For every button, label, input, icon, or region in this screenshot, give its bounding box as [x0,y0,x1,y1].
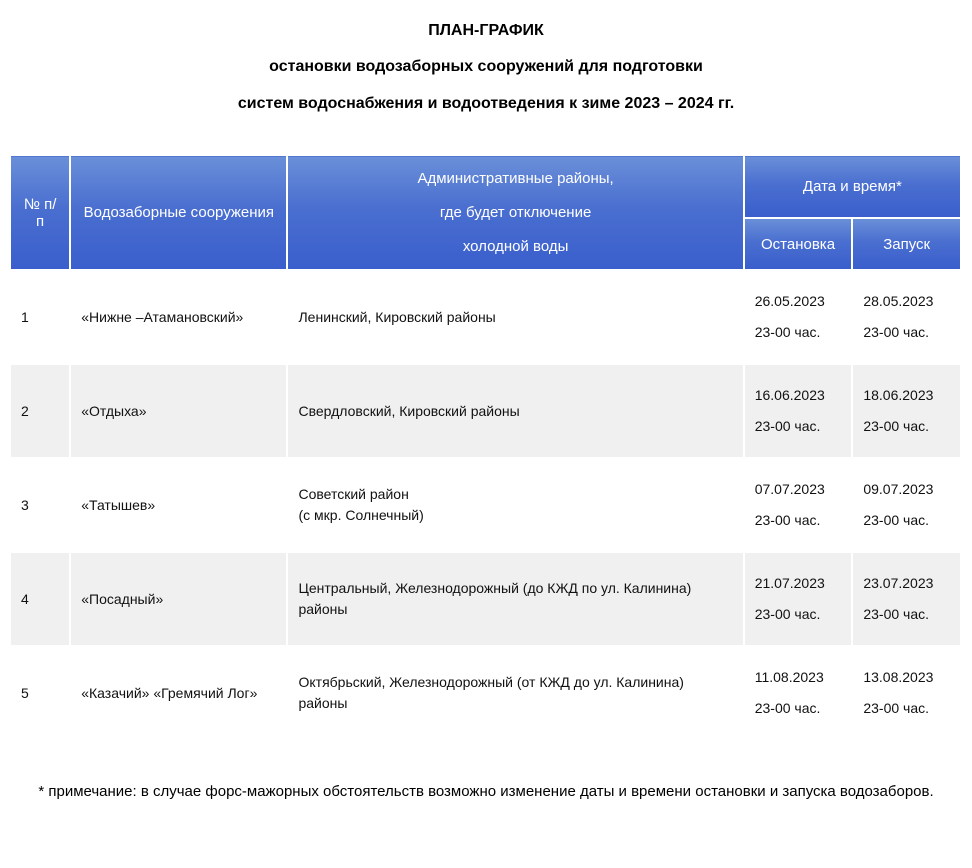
footnote: * примечание: в случае форс-мажорных обс… [10,781,962,804]
cell-districts: Советский район (с мкр. Солнечный) [287,458,743,552]
stop-time: 23-00 час. [755,418,821,434]
start-time: 23-00 час. [863,324,929,340]
cell-facility: «Посадный» [70,552,287,646]
cell-start: 23.07.2023 23-00 час. [852,552,961,646]
table-row: 5 «Казачий» «Гремячий Лог» Октябрьский, … [11,646,962,740]
table-row: 3 «Татышев» Советский район (с мкр. Солн… [11,458,962,552]
districts-l1: Советский район [298,486,408,502]
cell-num: 1 [11,270,71,364]
cell-stop: 11.08.2023 23-00 час. [744,646,853,740]
cell-num: 4 [11,552,71,646]
cell-districts: Октябрьский, Железнодорожный (от КЖД до … [287,646,743,740]
start-time: 23-00 час. [863,512,929,528]
start-date: 13.08.2023 [863,667,950,688]
table-row: 2 «Отдыха» Свердловский, Кировский район… [11,364,962,458]
start-date: 18.06.2023 [863,385,950,406]
cell-districts: Свердловский, Кировский районы [287,364,743,458]
districts-l1: Центральный, Железнодорожный (до КЖД по … [298,580,691,617]
cell-districts: Центральный, Железнодорожный (до КЖД по … [287,552,743,646]
cell-facility: «Татышев» [70,458,287,552]
cell-stop: 21.07.2023 23-00 час. [744,552,853,646]
districts-l1: Ленинский, Кировский районы [298,309,495,325]
header-districts: Административные районы, где будет отклю… [287,156,743,271]
cell-stop: 26.05.2023 23-00 час. [744,270,853,364]
title-line-1: ПЛАН-ГРАФИК [10,20,962,42]
header-districts-l2: где будет отключение [440,204,591,221]
title-line-3: систем водоснабжения и водоотведения к з… [10,93,962,115]
schedule-tbody: 1 «Нижне –Атамановский» Ленинский, Киров… [11,270,962,740]
cell-facility: «Казачий» «Гремячий Лог» [70,646,287,740]
table-row: 4 «Посадный» Центральный, Железнодорожны… [11,552,962,646]
stop-date: 21.07.2023 [755,573,842,594]
cell-start: 18.06.2023 23-00 час. [852,364,961,458]
cell-num: 5 [11,646,71,740]
header-start: Запуск [852,218,961,270]
cell-districts: Ленинский, Кировский районы [287,270,743,364]
stop-time: 23-00 час. [755,324,821,340]
districts-l1: Свердловский, Кировский районы [298,403,519,419]
cell-stop: 07.07.2023 23-00 час. [744,458,853,552]
title-line-2: остановки водозаборных сооружений для по… [10,56,962,78]
cell-start: 28.05.2023 23-00 час. [852,270,961,364]
cell-num: 3 [11,458,71,552]
cell-start: 13.08.2023 23-00 час. [852,646,961,740]
start-time: 23-00 час. [863,606,929,622]
stop-time: 23-00 час. [755,512,821,528]
stop-time: 23-00 час. [755,700,821,716]
cell-start: 09.07.2023 23-00 час. [852,458,961,552]
document-title-block: ПЛАН-ГРАФИК остановки водозаборных соору… [10,20,962,115]
header-districts-l1: Административные районы, [417,170,613,187]
stop-date: 26.05.2023 [755,291,842,312]
cell-facility: «Нижне –Атамановский» [70,270,287,364]
start-time: 23-00 час. [863,418,929,434]
stop-time: 23-00 час. [755,606,821,622]
cell-num: 2 [11,364,71,458]
stop-date: 11.08.2023 [755,667,842,688]
start-time: 23-00 час. [863,700,929,716]
start-date: 23.07.2023 [863,573,950,594]
stop-date: 07.07.2023 [755,479,842,500]
table-row: 1 «Нижне –Атамановский» Ленинский, Киров… [11,270,962,364]
header-facility: Водозаборные сооружения [70,156,287,271]
cell-facility: «Отдыха» [70,364,287,458]
districts-l1: Октябрьский, Железнодорожный (от КЖД до … [298,674,683,711]
districts-l2: (с мкр. Солнечный) [298,505,732,526]
start-date: 28.05.2023 [863,291,950,312]
header-districts-l3: холодной воды [463,238,569,255]
stop-date: 16.06.2023 [755,385,842,406]
header-num: № п/п [11,156,71,271]
start-date: 09.07.2023 [863,479,950,500]
header-stop: Остановка [744,218,853,270]
schedule-table: № п/п Водозаборные сооружения Администра… [10,155,962,741]
header-datetime: Дата и время* [744,156,961,218]
cell-stop: 16.06.2023 23-00 час. [744,364,853,458]
